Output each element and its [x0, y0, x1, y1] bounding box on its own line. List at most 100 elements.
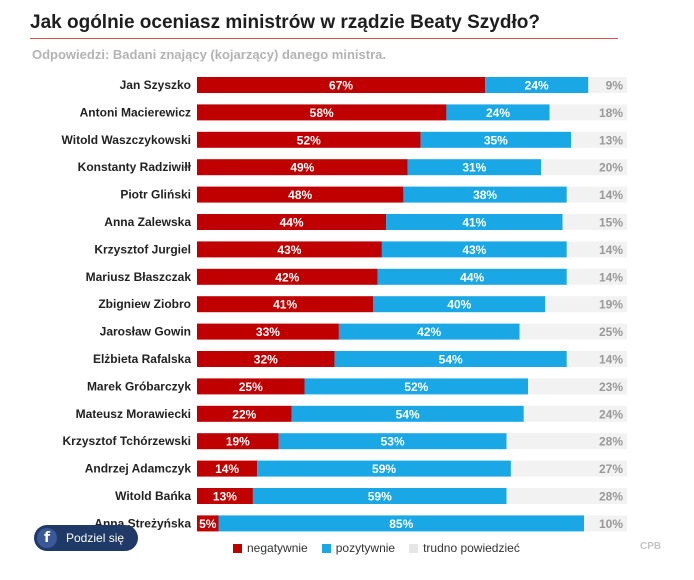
category-label: Krzysztof Tchórzewski	[63, 434, 191, 448]
bar-segment-positive	[257, 460, 511, 477]
data-label-positive: 31%	[462, 161, 486, 175]
legend-item-unsure: trudno powiedzieć	[409, 541, 520, 555]
bar-segment-unsure	[545, 296, 627, 313]
category-label: Antoni Macierewicz	[80, 105, 191, 119]
data-label-negative: 58%	[310, 106, 334, 120]
title-underline	[30, 38, 618, 39]
bar-segment-negative	[197, 241, 382, 258]
bar-segment-negative	[197, 186, 404, 203]
facebook-icon: f	[37, 528, 57, 548]
bar-segment-unsure	[549, 104, 627, 121]
data-label-positive: 24%	[525, 79, 549, 93]
data-label-unsure: 10%	[599, 517, 623, 531]
data-label-positive: 54%	[439, 353, 463, 367]
bar-segment-negative	[197, 378, 305, 395]
data-label-positive: 59%	[372, 462, 396, 476]
category-label: Piotr Gliński	[120, 188, 191, 202]
data-label-positive: 24%	[486, 106, 510, 120]
data-label-positive: 43%	[462, 243, 486, 257]
data-label-unsure: 14%	[599, 243, 623, 257]
data-label-positive: 44%	[460, 270, 484, 284]
data-label-positive: 41%	[462, 216, 486, 230]
data-label-unsure: 9%	[606, 79, 624, 93]
bar-segment-positive	[291, 405, 524, 422]
category-label: Andrzej Adamczyk	[85, 462, 192, 476]
bar-segment-negative	[197, 296, 374, 313]
bar-segment-negative	[197, 515, 219, 532]
category-label: Witold Bańka	[115, 489, 191, 503]
data-label-unsure: 19%	[599, 298, 623, 312]
bar-segment-positive	[381, 241, 567, 258]
chart-subtitle: Odpowiedzi: Badani znający (kojarzący) d…	[32, 47, 386, 62]
bar-segment-positive	[304, 378, 529, 395]
data-label-unsure: 14%	[599, 188, 623, 202]
data-label-negative: 14%	[215, 462, 239, 476]
category-label: Anna Zalewska	[104, 215, 191, 229]
bar-segment-unsure	[506, 488, 627, 504]
data-label-negative: 49%	[290, 161, 314, 175]
legend-item-positive: pozytywnie	[321, 541, 396, 555]
data-label-unsure: 14%	[599, 270, 623, 284]
bar-segment-positive	[218, 515, 584, 532]
bar-segment-unsure	[566, 268, 627, 285]
bar-segment-positive	[407, 159, 541, 176]
bar-segment-negative	[197, 460, 258, 477]
data-label-negative: 22%	[232, 407, 256, 421]
bar-segment-unsure	[528, 378, 627, 395]
data-label-negative: 42%	[275, 270, 299, 284]
data-label-positive: 35%	[484, 133, 508, 147]
share-facebook-button[interactable]: f Podziel się	[34, 525, 138, 551]
category-label: Mateusz Morawiecki	[76, 407, 191, 421]
data-label-unsure: 28%	[599, 490, 623, 504]
bar-segment-negative	[197, 77, 486, 93]
bar-segment-unsure	[510, 460, 627, 477]
data-label-negative: 5%	[199, 517, 217, 531]
legend-label-negative: negatywnie	[247, 541, 308, 555]
category-label: Zbigniew Ziobro	[98, 297, 191, 311]
category-label: Marek Gróbarczyk	[87, 379, 191, 393]
chart-title: Jak ogólnie oceniasz ministrów w rządzie…	[30, 12, 540, 33]
data-label-unsure: 23%	[599, 380, 623, 394]
data-label-positive: 52%	[404, 380, 428, 394]
bar-segment-unsure	[562, 214, 627, 230]
data-label-negative: 32%	[254, 353, 278, 367]
data-label-unsure: 15%	[599, 216, 623, 230]
data-label-negative: 67%	[329, 79, 353, 93]
bar-segment-negative	[197, 323, 339, 340]
bar-segment-positive	[373, 296, 546, 313]
category-label: Krzysztof Jurgiel	[94, 242, 191, 256]
data-label-unsure: 24%	[599, 407, 623, 421]
category-label: Jarosław Gowin	[100, 325, 191, 339]
bar-segment-negative	[197, 488, 253, 504]
bar-segment-unsure	[566, 351, 627, 367]
bar-segment-negative	[197, 131, 421, 148]
legend-label-positive: pozytywnie	[335, 541, 396, 555]
data-label-unsure: 28%	[599, 435, 623, 449]
bar-segment-negative	[197, 104, 447, 121]
bar-segment-positive	[278, 433, 507, 450]
category-label: Konstanty Radziwiłł	[78, 160, 192, 174]
bar-segment-unsure	[588, 77, 627, 93]
bar-segment-positive	[334, 351, 567, 367]
bar-segment-negative	[197, 159, 408, 176]
bar-segment-positive	[377, 268, 567, 285]
data-label-unsure: 25%	[599, 325, 623, 339]
data-label-negative: 52%	[297, 133, 321, 147]
data-label-negative: 43%	[277, 243, 301, 257]
data-label-positive: 38%	[473, 188, 497, 202]
bar-segment-negative	[197, 351, 335, 367]
bar-segment-positive	[252, 488, 507, 504]
data-label-positive: 40%	[447, 298, 471, 312]
bar-segment-unsure	[506, 433, 627, 450]
data-label-negative: 19%	[226, 435, 250, 449]
data-label-negative: 25%	[239, 380, 263, 394]
bar-segment-negative	[197, 405, 292, 422]
source-watermark: CPB	[640, 541, 662, 552]
category-label: Witold Waszczykowski	[62, 133, 191, 147]
data-label-positive: 42%	[417, 325, 441, 339]
data-label-unsure: 18%	[599, 106, 623, 120]
data-label-unsure: 27%	[599, 462, 623, 476]
data-label-negative: 48%	[288, 188, 312, 202]
legend-swatch-unsure	[409, 543, 419, 553]
bar-segment-unsure	[541, 159, 627, 176]
